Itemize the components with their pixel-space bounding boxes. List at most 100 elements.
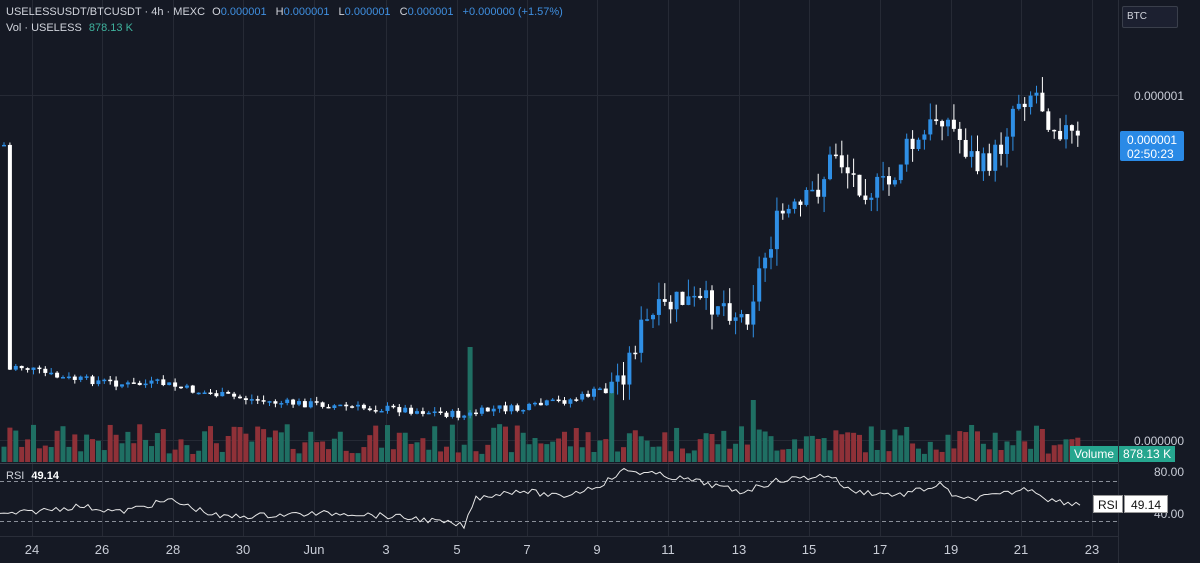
time-tick-label: 9 (593, 542, 601, 557)
volume-bar (379, 447, 385, 462)
volume-bar (963, 432, 969, 462)
volume-bar (916, 448, 921, 462)
last-price: 0.000001 (1127, 133, 1178, 147)
volume-bar (739, 426, 744, 462)
candle-body (922, 134, 927, 140)
candle-body (190, 385, 195, 393)
candle-body (403, 407, 408, 413)
time-tick-label: Jun (303, 542, 325, 557)
volume-bar (1063, 439, 1069, 462)
candle-body (645, 319, 650, 321)
volume-bar (851, 432, 857, 462)
candle-body (297, 401, 301, 405)
candle-body (96, 380, 101, 385)
price-tick-bottom: 0.000000 (1133, 434, 1184, 448)
volume-bar (980, 443, 986, 462)
volume-bar (231, 426, 237, 462)
time-tick-label: 24 (24, 542, 40, 557)
volume-bar (190, 453, 196, 462)
candle-body (993, 144, 998, 171)
candle-body (49, 372, 54, 375)
candle-body (1005, 136, 1009, 154)
time-tick-label: 19 (943, 542, 959, 557)
high-value: 0.000001 (283, 6, 330, 18)
volume-bar (1, 446, 7, 462)
volume-bar (597, 440, 603, 462)
volume-bar (48, 447, 54, 462)
candle-body (916, 139, 921, 149)
candle-body (698, 295, 703, 299)
candle-body (120, 384, 124, 387)
volume-bar (290, 448, 296, 462)
candle-body (13, 365, 18, 370)
volume-bar (969, 424, 975, 462)
candle-body (438, 411, 443, 413)
candle-body (196, 392, 201, 395)
volume-bar (939, 451, 945, 462)
candle-body (114, 380, 119, 387)
candle-body (249, 399, 254, 401)
candle-body (615, 375, 620, 382)
candle-body (273, 401, 278, 404)
candle-body (84, 376, 89, 378)
volume-bar (798, 448, 803, 462)
candle-body (415, 411, 419, 414)
rsi-label[interactable]: RSI (6, 470, 25, 482)
volume-bar (910, 443, 916, 462)
candle-body (344, 404, 349, 407)
volume-bar (874, 449, 880, 462)
candle-body (385, 405, 390, 411)
volume-bar (892, 429, 898, 462)
candle-body (361, 404, 366, 409)
volume-bar (1045, 453, 1051, 462)
volume-bar (862, 452, 868, 462)
volume-label[interactable]: Vol · USELESS (6, 22, 82, 34)
volume-bar (567, 446, 573, 462)
candle-body (468, 412, 473, 416)
candle-body (173, 382, 178, 387)
volume-bar (986, 449, 992, 462)
volume-bar (385, 425, 390, 462)
candle-body (155, 379, 160, 381)
volume-bar (42, 445, 48, 462)
volume-bar (562, 431, 567, 462)
volume-bar (609, 382, 615, 462)
candle-body (656, 299, 661, 315)
candle-body (521, 409, 526, 412)
candle-body (633, 352, 638, 355)
candle-body (131, 382, 136, 384)
volume-bar (261, 429, 267, 462)
candle-body (356, 404, 360, 407)
candle-body (1064, 125, 1068, 140)
candle-body (668, 301, 673, 310)
volume-bar (709, 434, 715, 462)
volume-bar (143, 439, 149, 462)
volume-bar (532, 438, 538, 462)
candle-body (320, 402, 325, 407)
candle-body (550, 399, 555, 402)
volume-bar (957, 431, 963, 462)
volume-bar (615, 451, 621, 462)
candle-body (556, 399, 561, 402)
volume-bar (444, 446, 449, 462)
volume-bar (272, 430, 278, 462)
candle-body (739, 314, 744, 318)
candle-body (55, 372, 60, 378)
symbol-title[interactable]: USELESSUSDT/BTCUSDT · 4h · MEXC (6, 6, 206, 18)
candle-body (255, 399, 260, 401)
volume-bar (845, 432, 851, 462)
volume-bar (101, 450, 107, 462)
candle-body (456, 410, 461, 418)
candle-body (367, 408, 372, 411)
candle-body (261, 400, 266, 402)
volume-bar (792, 439, 798, 462)
volume-bar (149, 446, 154, 462)
candle-body (757, 268, 762, 302)
currency-button[interactable]: BTC (1122, 6, 1178, 28)
volume-bar (1010, 445, 1016, 462)
volume-bar (621, 447, 626, 462)
candle-body (574, 399, 579, 401)
time-tick-label: 13 (731, 542, 747, 557)
volume-bar (992, 432, 998, 462)
